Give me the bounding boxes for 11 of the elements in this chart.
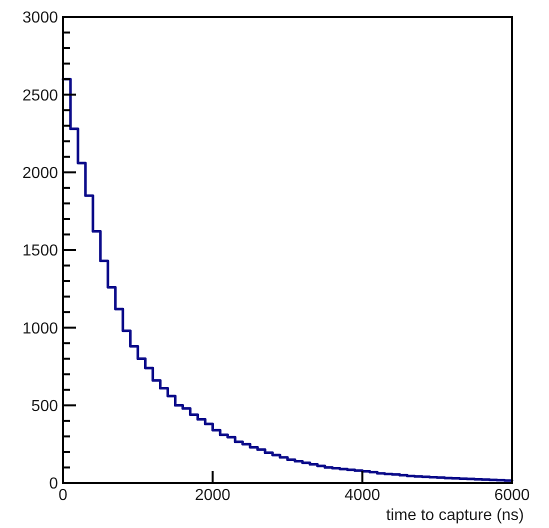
y-tick-label: 2000: [22, 164, 58, 182]
x-tick-label: 2000: [194, 487, 231, 504]
y-tick-label: 3000: [22, 10, 58, 27]
x-tick-label: 6000: [494, 487, 530, 504]
x-axis-title: time to capture (ns): [386, 507, 524, 524]
y-tick-label: 1500: [22, 242, 58, 260]
y-tick-label: 500: [31, 398, 58, 415]
y-tick-label: 2500: [22, 87, 58, 104]
y-tick-label: 1000: [22, 320, 58, 338]
x-tick-label: 4000: [344, 487, 380, 504]
y-tick-label: 0: [49, 476, 58, 493]
